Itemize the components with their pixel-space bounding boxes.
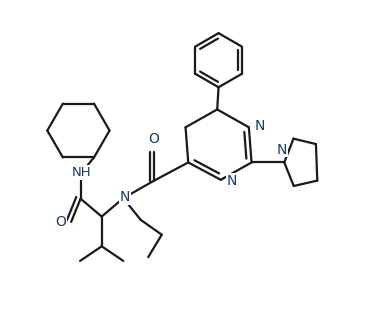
Text: O: O (149, 132, 160, 146)
Text: O: O (56, 215, 66, 229)
Text: N: N (255, 119, 265, 133)
Text: N: N (277, 142, 287, 156)
Text: NH: NH (72, 166, 92, 179)
Text: N: N (119, 190, 130, 204)
Text: N: N (227, 174, 237, 188)
